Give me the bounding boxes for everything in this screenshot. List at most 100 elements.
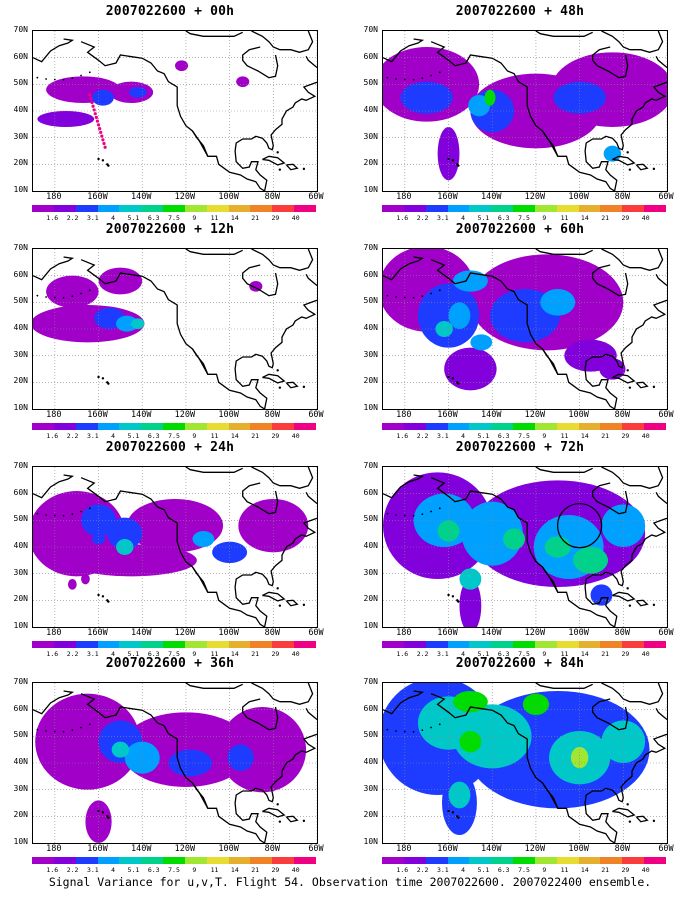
colorbar-swatch xyxy=(382,423,404,430)
panel-title: 2007022600 + 00h xyxy=(105,4,235,19)
island xyxy=(386,728,389,731)
colorbar-swatch xyxy=(556,641,579,648)
colorbar-swatch xyxy=(447,857,470,864)
map-plot xyxy=(32,682,318,844)
coastline xyxy=(251,683,314,705)
colorbar-swatch xyxy=(382,641,404,648)
coastline xyxy=(285,815,299,823)
colorbar-label: 14 xyxy=(580,432,589,440)
variance-contour xyxy=(218,707,307,793)
colorbar-label: 1.6 xyxy=(396,432,409,440)
forecast-panel-84h: 2007022600 + 84h 70N 60N 50N 40N 30N 20N 10N 180… xyxy=(350,656,690,874)
colorbar-label: 4 xyxy=(461,432,466,440)
colorbar-swatch xyxy=(75,857,98,864)
flight-track-point xyxy=(96,123,101,127)
colorbar-swatch xyxy=(32,857,54,864)
island xyxy=(451,811,455,814)
colorbar-swatch xyxy=(556,423,579,430)
island xyxy=(45,514,48,516)
colorbar-label: 3.1 xyxy=(436,866,449,874)
lon-label: 140W xyxy=(480,628,502,638)
lon-label: 180 xyxy=(396,192,412,202)
coastline xyxy=(234,55,317,191)
coastline xyxy=(601,249,664,271)
colorbar-swatch xyxy=(97,857,120,864)
colorbar-label: 14 xyxy=(230,214,239,222)
island xyxy=(302,167,306,171)
lon-label: 60W xyxy=(308,628,324,638)
colorbar-swatch xyxy=(622,205,645,212)
lat-label: 70N xyxy=(13,677,28,686)
variance-contour xyxy=(227,744,254,771)
map-plot xyxy=(382,248,668,410)
island xyxy=(276,151,279,154)
lon-label: 100W xyxy=(218,192,239,202)
colorbar-swatch xyxy=(425,205,448,212)
flight-track-point xyxy=(98,127,102,131)
map-plot xyxy=(32,466,318,628)
colorbar-label: 29 xyxy=(621,866,630,874)
colorbar-swatch xyxy=(163,857,185,864)
variance-contour xyxy=(452,691,488,713)
coastline xyxy=(234,273,317,409)
lon-label: 100W xyxy=(568,192,589,202)
lat-label: 60N xyxy=(363,269,378,279)
coastline xyxy=(601,683,664,705)
colorbar-label: 9 xyxy=(542,650,547,658)
lon-label: 180 xyxy=(46,410,62,420)
colorbar-label: 4 xyxy=(461,650,466,658)
colorbar-swatch xyxy=(534,423,557,430)
lon-label: 80W xyxy=(614,192,630,202)
map-plot xyxy=(382,682,668,844)
colorbar-label: 21 xyxy=(601,866,610,874)
colorbar-label: 5.1 xyxy=(477,650,490,658)
island xyxy=(53,78,56,81)
colorbar-swatch xyxy=(403,205,426,212)
colorbar-label: 7.5 xyxy=(518,432,530,440)
colorbar-label: 6.3 xyxy=(147,432,160,440)
island xyxy=(53,730,56,733)
colorbar-label: 11 xyxy=(560,214,569,222)
colorbar-swatch xyxy=(53,423,76,430)
island xyxy=(403,730,406,733)
island xyxy=(412,78,415,81)
colorbar-swatch xyxy=(469,641,492,648)
island xyxy=(652,385,656,389)
colorbar-swatch xyxy=(491,205,514,212)
coastline xyxy=(541,782,559,809)
colorbar-label: 7.5 xyxy=(168,214,180,222)
island xyxy=(97,809,100,813)
colorbar-swatch xyxy=(578,205,601,212)
coastline xyxy=(383,38,425,63)
colorbar-label: 11 xyxy=(560,866,569,874)
lat-label: 30N xyxy=(13,783,28,793)
island xyxy=(628,820,632,823)
island xyxy=(36,512,39,515)
variance-contour xyxy=(484,89,496,106)
colorbar-swatch xyxy=(119,423,142,430)
colorbar-swatch xyxy=(75,641,98,648)
colorbar-label: 40 xyxy=(641,214,650,222)
colorbar-swatch xyxy=(600,641,623,648)
colorbar-label: 40 xyxy=(291,650,300,658)
panel-title: 2007022600 + 60h xyxy=(455,222,585,237)
island xyxy=(80,510,82,513)
island xyxy=(62,730,65,733)
colorbar-swatch xyxy=(513,205,535,212)
colorbar-swatch xyxy=(250,641,273,648)
lon-label: 140W xyxy=(130,844,152,854)
colorbar-label: 5.1 xyxy=(477,214,490,222)
colorbar-swatch xyxy=(447,423,470,430)
flight-track-point xyxy=(103,145,107,149)
colorbar-swatch xyxy=(425,641,448,648)
coastline xyxy=(80,477,265,627)
lon-label: 180 xyxy=(396,844,412,854)
colorbar-label: 4 xyxy=(111,866,116,874)
colorbar-swatch xyxy=(425,423,448,430)
colorbar-swatch xyxy=(578,641,601,648)
forecast-panel-24h: 2007022600 + 24h 70N 60N 50N 40N 30N 20N 10N 180… xyxy=(0,440,340,658)
forecast-panel-60h: 2007022600 + 60h 70N 60N 50N 40N 30N 20N 10N 180… xyxy=(350,222,690,440)
island xyxy=(97,157,100,161)
lat-label: 40N xyxy=(13,757,28,766)
coastline xyxy=(383,474,425,499)
